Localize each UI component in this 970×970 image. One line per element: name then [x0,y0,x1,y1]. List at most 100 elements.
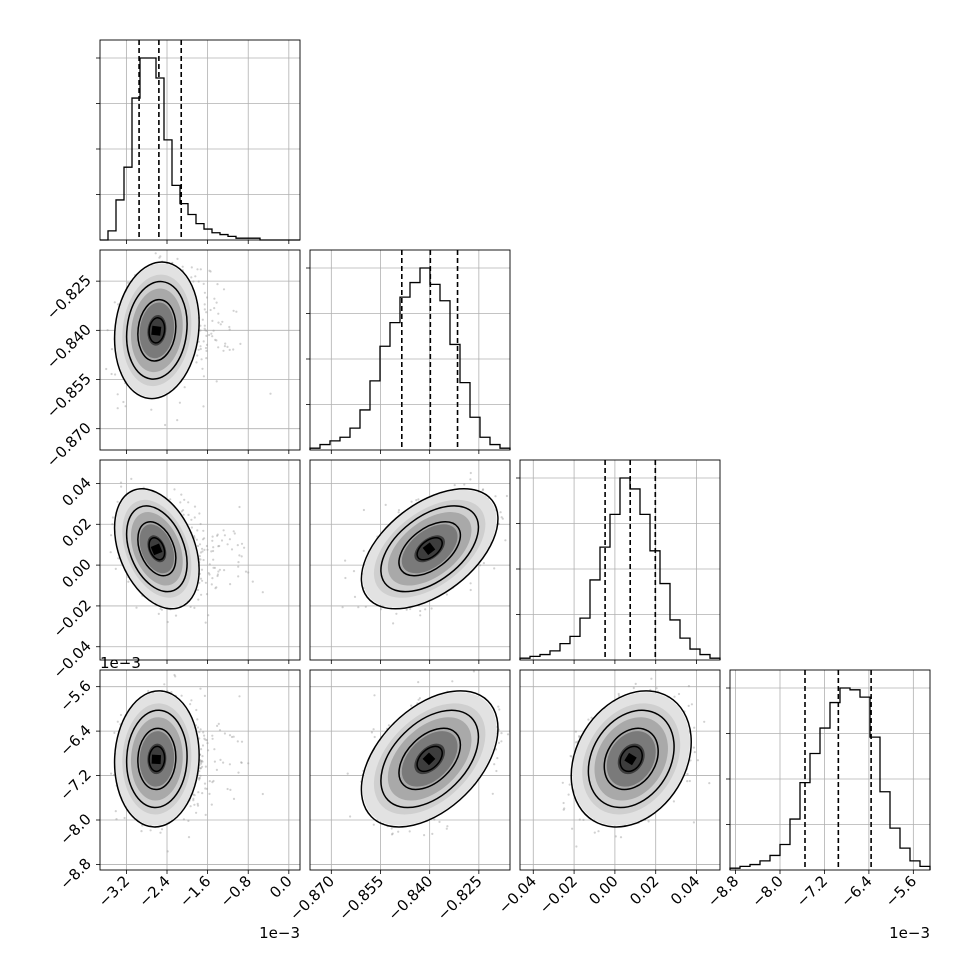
scatter-point [216,574,219,578]
scatter-point [211,535,214,538]
scatter-point [140,830,143,833]
scatter-point [203,291,206,294]
scatter-point [482,488,485,491]
scatter-point [210,803,213,806]
scatter-point [173,488,176,491]
scatter-point [116,393,119,396]
scatter-point [397,511,400,514]
scatter-point [205,593,209,596]
scatter-point [228,328,231,331]
scatter-point [189,703,192,706]
density-fill [113,261,200,400]
scatter-point [482,562,485,565]
scatter-point [218,729,222,732]
scatter-point [199,268,202,271]
scatter-point [438,820,441,824]
x-offset-label: 1e−3 [259,924,300,942]
scatter-point [205,739,208,742]
scatter-point [111,516,114,519]
scatter-point [205,357,208,360]
scatter-point [189,605,192,609]
scatter-point [196,726,200,729]
scatter-point [196,588,200,592]
scatter-point [190,518,193,521]
scatter-point [117,557,120,560]
scatter-point [206,548,209,551]
scatter-point [199,577,203,580]
scatter-point [199,774,202,777]
scatter-point [222,288,226,291]
scatter-point [196,529,199,532]
scatter-point [166,850,169,853]
scatter-point [205,787,209,791]
scatter-point [346,772,349,775]
scatter-point [208,333,211,337]
scatter-point [200,568,204,571]
scatter-point [493,763,496,766]
scatter-point [236,544,239,547]
scatter-point [119,713,123,717]
scatter-point [203,303,206,306]
scatter-point [211,734,214,737]
scatter-point [212,549,215,553]
scatter-point [110,772,113,775]
scatter-point [208,563,211,566]
scatter-point [215,301,218,304]
scatter-point [205,329,208,332]
scatter-point [181,265,184,268]
scatter-point [469,588,472,592]
scatter-point [506,733,510,736]
scatter-point [417,698,420,701]
scatter-point [417,498,420,501]
scatter-point [182,513,185,516]
scatter-point [111,523,114,526]
x-tick-label: −2.4 [135,872,173,910]
x-tick-label: −3.2 [95,872,133,910]
scatter-point [180,493,183,496]
scatter-point [199,345,202,348]
scatter-point [344,576,347,580]
scatter-point [469,582,472,585]
scatter-point [240,542,244,545]
scatter-point [229,788,232,792]
scatter-point [469,478,472,481]
scatter-point [397,830,400,833]
scatter-point [357,606,360,609]
scatter-point [127,580,130,583]
scatter-point [240,761,243,764]
scatter-point [196,804,200,807]
scatter-point [205,343,209,346]
scatter-point [179,501,182,504]
scatter-point [226,787,229,791]
x-tick-label: −0.840 [385,872,437,924]
scatter-point [213,748,216,751]
scatter-point [190,266,193,269]
scatter-point [496,757,499,760]
scatter-point [120,485,123,488]
scatter-point [220,539,224,542]
scatter-point [166,620,169,624]
scatter-point [190,276,193,279]
y-tick-label: −6.4 [56,721,94,759]
scatter-point [217,545,220,548]
scatter-point [106,329,109,332]
scatter-point [392,622,395,625]
hist-panel-1 [306,249,511,454]
scatter-point [372,728,375,731]
scatter-panel-3-0: −8.8−8.0−7.2−6.4−5.61e−3−3.2 −2.4 −1.6 −0.8… [56,654,301,942]
scatter-point [238,695,241,698]
scatter-point [116,500,119,503]
scatter-point [180,510,183,513]
panel-frame [99,459,301,661]
scatter-point [210,583,213,586]
scatter-point [370,731,373,734]
scatter-point [469,471,472,475]
y-tick-label: −8.8 [56,855,94,893]
scatter-point [221,320,224,323]
scatter-point [183,386,186,389]
scatter-point [190,699,193,702]
scatter-point [224,342,227,345]
scatter-point [495,769,498,773]
scatter-point [212,558,215,561]
y-tick-label: 0.00 [58,555,94,591]
